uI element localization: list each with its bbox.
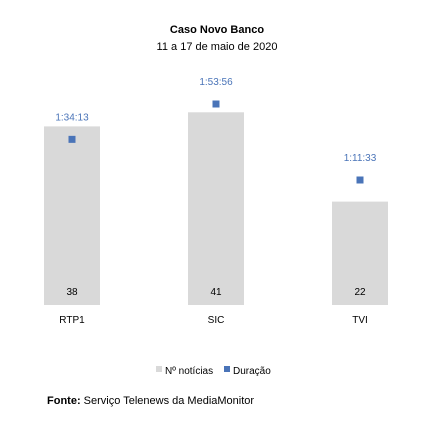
duration-label: 1:11:33 — [344, 153, 377, 164]
duration-label: 1:34:13 — [55, 112, 89, 123]
chart-subtitle: 11 a 17 de maio de 2020 — [157, 41, 278, 53]
bar-sic — [188, 112, 244, 305]
x-tick-label: TVI — [352, 315, 368, 326]
bar-value-label: 41 — [210, 287, 222, 298]
legend-label-noticias: Nº notícias — [165, 366, 213, 377]
x-tick-label: SIC — [208, 315, 225, 326]
bar-value-label: 22 — [354, 287, 366, 298]
source-text: Serviço Telenews da MediaMonitor — [83, 395, 255, 407]
legend: Nº notícias Duração — [156, 366, 271, 377]
chart-title: Caso Novo Banco — [170, 24, 264, 36]
duration-marker — [212, 100, 220, 108]
bar-tvi — [332, 201, 388, 305]
duration-marker — [68, 135, 76, 143]
bar-value-label: 38 — [66, 287, 78, 298]
x-tick-label: RTP1 — [59, 315, 85, 326]
legend-label-duracao: Duração — [233, 366, 271, 377]
duration-label: 1:53:56 — [199, 77, 233, 88]
duration-marker — [356, 176, 364, 184]
source-note: Fonte: Serviço Telenews da MediaMonitor — [47, 395, 254, 407]
plot-area: 38 1:34:13 RTP1 41 1:53:56 SIC 22 1:11:33 TVI — [44, 77, 388, 326]
legend-swatch-duracao — [224, 366, 230, 372]
source-label: Fonte: — [47, 395, 81, 407]
bar-rtp1 — [44, 126, 100, 306]
legend-swatch-noticias — [156, 366, 162, 372]
